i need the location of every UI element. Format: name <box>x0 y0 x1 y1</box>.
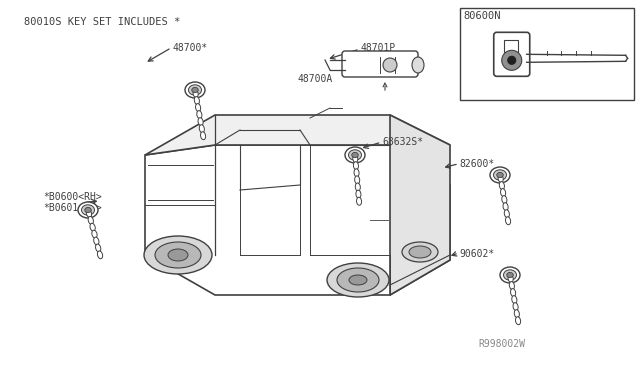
Ellipse shape <box>515 310 520 318</box>
Text: 48701P: 48701P <box>360 44 396 53</box>
Ellipse shape <box>383 58 397 72</box>
Ellipse shape <box>493 170 506 180</box>
Ellipse shape <box>327 263 389 297</box>
Ellipse shape <box>86 209 92 217</box>
Text: *B0601<LH>: *B0601<LH> <box>44 203 102 213</box>
Ellipse shape <box>88 217 93 224</box>
Text: 48700*: 48700* <box>173 44 208 53</box>
Ellipse shape <box>504 270 516 280</box>
Text: R998002W: R998002W <box>479 339 525 349</box>
Ellipse shape <box>196 110 202 119</box>
Ellipse shape <box>92 230 97 238</box>
Ellipse shape <box>352 153 358 158</box>
Ellipse shape <box>189 85 202 95</box>
Text: 80600N: 80600N <box>463 11 501 21</box>
Ellipse shape <box>506 217 511 225</box>
Text: 90602*: 90602* <box>460 249 495 259</box>
Ellipse shape <box>515 317 520 325</box>
Ellipse shape <box>409 246 431 258</box>
Polygon shape <box>145 115 450 155</box>
Ellipse shape <box>196 104 201 112</box>
Ellipse shape <box>81 205 95 215</box>
Ellipse shape <box>78 202 98 218</box>
Ellipse shape <box>498 174 503 183</box>
Ellipse shape <box>502 196 507 203</box>
Ellipse shape <box>349 150 362 160</box>
Ellipse shape <box>200 132 205 140</box>
Ellipse shape <box>97 251 102 259</box>
Ellipse shape <box>337 268 379 292</box>
Ellipse shape <box>355 183 360 191</box>
Ellipse shape <box>509 282 515 289</box>
Ellipse shape <box>168 249 188 261</box>
Ellipse shape <box>511 289 516 296</box>
Ellipse shape <box>349 275 367 285</box>
Text: 80010S KEY SET INCLUDES *: 80010S KEY SET INCLUDES * <box>24 17 180 27</box>
Ellipse shape <box>356 197 362 205</box>
Circle shape <box>502 50 522 70</box>
Ellipse shape <box>199 125 204 133</box>
Text: 48700A: 48700A <box>298 74 333 84</box>
Ellipse shape <box>193 90 198 97</box>
Ellipse shape <box>93 237 99 245</box>
Ellipse shape <box>512 296 517 304</box>
Ellipse shape <box>354 169 359 177</box>
Ellipse shape <box>490 167 510 183</box>
Bar <box>504 40 518 52</box>
Text: *B0600<RH>: *B0600<RH> <box>44 192 102 202</box>
Ellipse shape <box>402 242 438 262</box>
Ellipse shape <box>84 208 92 213</box>
Ellipse shape <box>345 147 365 163</box>
Ellipse shape <box>195 97 200 105</box>
Ellipse shape <box>198 118 203 126</box>
Ellipse shape <box>155 242 201 268</box>
Ellipse shape <box>144 236 212 274</box>
FancyBboxPatch shape <box>493 32 530 76</box>
Ellipse shape <box>95 244 100 252</box>
FancyBboxPatch shape <box>342 51 418 77</box>
Ellipse shape <box>185 82 205 98</box>
Ellipse shape <box>412 57 424 73</box>
Ellipse shape <box>500 267 520 283</box>
Ellipse shape <box>507 272 513 278</box>
Text: 68632S*: 68632S* <box>383 137 424 147</box>
Ellipse shape <box>500 189 506 196</box>
Polygon shape <box>390 115 450 295</box>
Text: 82600*: 82600* <box>460 159 495 169</box>
Ellipse shape <box>508 275 513 282</box>
Ellipse shape <box>499 182 504 189</box>
Ellipse shape <box>356 190 361 198</box>
Ellipse shape <box>90 223 95 231</box>
Ellipse shape <box>353 155 358 163</box>
Polygon shape <box>145 145 450 295</box>
Ellipse shape <box>355 176 360 184</box>
Ellipse shape <box>192 87 198 93</box>
Bar <box>460 8 634 100</box>
Ellipse shape <box>513 303 518 311</box>
Ellipse shape <box>504 210 509 218</box>
Ellipse shape <box>497 172 503 177</box>
Ellipse shape <box>503 203 508 211</box>
Circle shape <box>508 56 516 64</box>
Ellipse shape <box>353 162 358 170</box>
